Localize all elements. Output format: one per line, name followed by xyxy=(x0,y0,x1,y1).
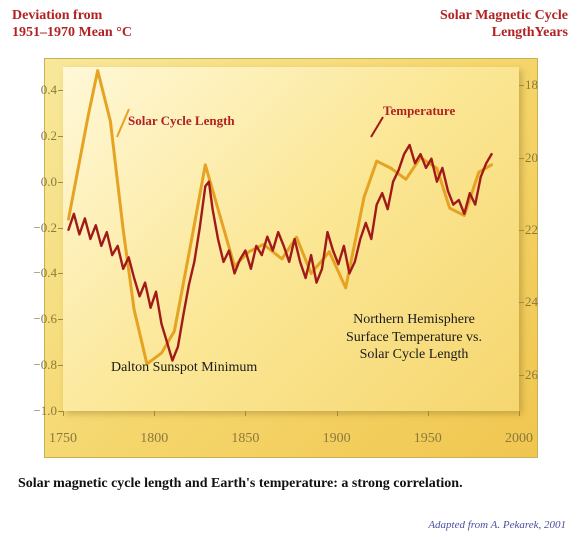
x-tick-label: 1800 xyxy=(140,431,168,447)
x-tick-label: 1850 xyxy=(231,431,259,447)
temp-label-pointer xyxy=(369,115,387,141)
y-right-tick-label: 26 xyxy=(525,367,549,383)
tick-mark xyxy=(519,230,524,231)
y-right-tick-label: 24 xyxy=(525,294,549,310)
tick-mark xyxy=(58,365,63,366)
y-right-tick-label: 18 xyxy=(525,77,549,93)
tick-mark xyxy=(58,228,63,229)
tick-mark xyxy=(428,411,429,416)
tick-mark xyxy=(519,302,524,303)
nh-annotation: Northern Hemisphere Surface Temperature … xyxy=(319,311,509,364)
tick-mark xyxy=(245,411,246,416)
y-left-line2: 1951–1970 Mean °C xyxy=(12,25,132,40)
tick-mark xyxy=(58,319,63,320)
y-right-tick-label: 22 xyxy=(525,222,549,238)
tick-mark xyxy=(519,375,524,376)
y-left-line1: Deviation from xyxy=(12,8,102,23)
tick-mark xyxy=(58,273,63,274)
figure-credit: Adapted from A. Pekarek, 2001 xyxy=(428,519,566,531)
plot-area: Solar Cycle Length Temperature Dalton Su… xyxy=(63,67,519,411)
solar-series-label: Solar Cycle Length xyxy=(128,113,235,129)
y-left-tick-label: 0.4 xyxy=(23,82,57,98)
tick-mark xyxy=(519,85,524,86)
y-right-tick-label: 20 xyxy=(525,150,549,166)
tick-mark xyxy=(58,182,63,183)
figure-caption: Solar magnetic cycle length and Earth's … xyxy=(18,476,562,492)
tick-mark xyxy=(337,411,338,416)
dalton-annotation: Dalton Sunspot Minimum xyxy=(111,359,257,377)
y-axis-left-label: Deviation from 1951–1970 Mean °C xyxy=(12,8,132,42)
y-right-line2: LengthYears xyxy=(492,25,568,40)
x-tick-label: 1950 xyxy=(414,431,442,447)
tick-mark xyxy=(63,411,64,416)
solar-label-pointer xyxy=(115,107,133,141)
tick-mark xyxy=(58,90,63,91)
tick-mark xyxy=(154,411,155,416)
plot-outer: Solar Cycle Length Temperature Dalton Su… xyxy=(44,58,538,458)
tick-mark xyxy=(58,136,63,137)
y-left-tick-label: −0.2 xyxy=(23,220,57,236)
y-axis-right-label: Solar Magnetic Cycle LengthYears xyxy=(440,8,568,42)
tick-mark xyxy=(519,411,520,416)
temperature-series-label: Temperature xyxy=(383,103,455,119)
x-tick-label: 1900 xyxy=(323,431,351,447)
x-tick-label: 2000 xyxy=(505,431,533,447)
x-tick-label: 1750 xyxy=(49,431,77,447)
y-left-tick-label: −1.0 xyxy=(23,403,57,419)
tick-mark xyxy=(519,158,524,159)
y-left-tick-label: −0.6 xyxy=(23,311,57,327)
y-left-tick-label: 0.0 xyxy=(23,174,57,190)
y-right-line1: Solar Magnetic Cycle xyxy=(440,8,568,23)
y-left-tick-label: −0.4 xyxy=(23,265,57,281)
chart-container: Deviation from 1951–1970 Mean °C Solar M… xyxy=(0,0,580,537)
y-left-tick-label: −0.8 xyxy=(23,357,57,373)
y-left-tick-label: 0.2 xyxy=(23,128,57,144)
